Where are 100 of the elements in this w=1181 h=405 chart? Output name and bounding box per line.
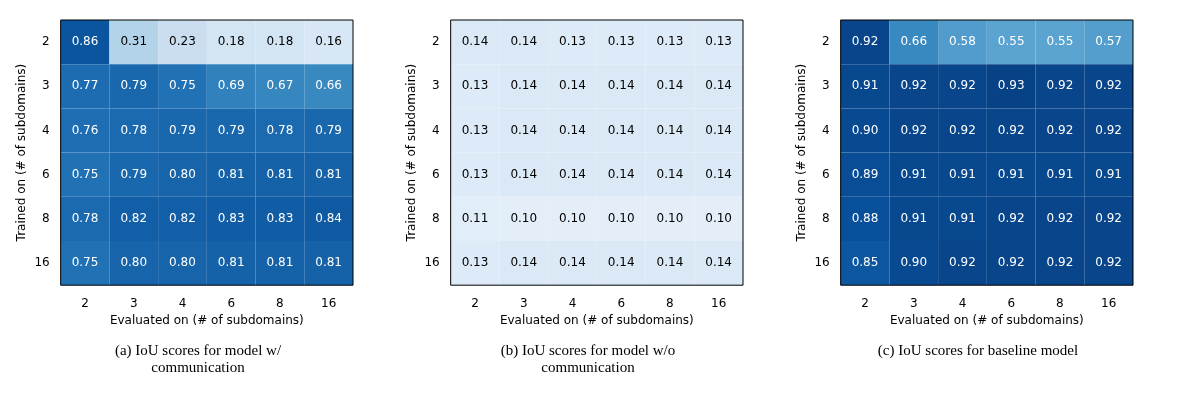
text: (a) IoU scores for model w/ communication bbox=[113, 342, 283, 376]
data-label: 0.14 bbox=[705, 255, 732, 270]
data-label: 0.92 bbox=[997, 122, 1025, 137]
data-label: 0.18 bbox=[266, 34, 294, 49]
y-axis-title: Trained on (# of subdomains) bbox=[404, 63, 419, 243]
data-label: 0.16 bbox=[315, 34, 342, 49]
data-label: 0.13 bbox=[607, 34, 635, 49]
data-label: 0.92 bbox=[949, 122, 976, 137]
data-label: 0.92 bbox=[900, 78, 928, 93]
data-label: 0.80 bbox=[169, 255, 196, 270]
x-tick-label: 4 bbox=[958, 295, 967, 310]
data-label: 0.11 bbox=[461, 211, 489, 226]
y-tick-label: 8 bbox=[42, 211, 50, 226]
data-label: 0.14 bbox=[510, 122, 538, 137]
x-tick-label: 3 bbox=[909, 295, 918, 310]
data-label: 0.55 bbox=[997, 34, 1025, 49]
y-tick-label: 4 bbox=[822, 122, 830, 137]
data-label: 0.14 bbox=[656, 166, 684, 181]
data-label: 0.14 bbox=[607, 166, 635, 181]
data-label: 0.75 bbox=[169, 78, 196, 93]
data-label: 0.10 bbox=[510, 211, 538, 226]
data-label: 0.14 bbox=[705, 122, 732, 137]
data-label: 0.14 bbox=[559, 78, 586, 93]
y-tick-label: 2 bbox=[822, 34, 830, 49]
data-label: 0.78 bbox=[120, 122, 148, 137]
y-tick-label: 16 bbox=[424, 255, 440, 270]
data-label: 0.10 bbox=[607, 211, 635, 226]
data-label: 0.81 bbox=[217, 166, 245, 181]
data-label: 0.92 bbox=[1095, 78, 1122, 93]
x-axis-title: Evaluated on (# of subdomains) bbox=[889, 312, 1084, 327]
data-label: 0.91 bbox=[997, 166, 1025, 181]
data-label: 0.81 bbox=[315, 166, 342, 181]
y-tick-label: 2 bbox=[432, 34, 440, 49]
data-label: 0.90 bbox=[851, 122, 879, 137]
y-tick-label: 4 bbox=[42, 122, 50, 137]
data-label: 0.14 bbox=[705, 78, 732, 93]
data-label: 0.13 bbox=[559, 34, 586, 49]
data-label: 0.82 bbox=[169, 211, 196, 226]
x-tick-label: 4 bbox=[568, 295, 577, 310]
data-label: 0.14 bbox=[559, 122, 586, 137]
data-label: 0.14 bbox=[559, 166, 586, 181]
data-label: 0.58 bbox=[949, 34, 976, 49]
y-tick-label: 3 bbox=[42, 78, 50, 93]
data-label: 0.76 bbox=[71, 122, 99, 137]
data-label: 0.92 bbox=[900, 122, 928, 137]
data-label: 0.14 bbox=[510, 78, 538, 93]
data-label: 0.83 bbox=[266, 211, 294, 226]
data-label: 0.14 bbox=[656, 255, 684, 270]
y-tick-label: 8 bbox=[432, 211, 440, 226]
data-label: 0.81 bbox=[266, 255, 294, 270]
data-label: 0.81 bbox=[266, 166, 294, 181]
y-tick-label: 3 bbox=[822, 78, 830, 93]
data-label: 0.75 bbox=[71, 255, 99, 270]
data-label: 0.55 bbox=[1046, 34, 1074, 49]
data-label: 0.91 bbox=[1046, 166, 1074, 181]
data-label: 0.90 bbox=[900, 255, 928, 270]
data-label: 0.92 bbox=[997, 211, 1025, 226]
data-label: 0.92 bbox=[997, 255, 1025, 270]
data-label: 0.13 bbox=[656, 34, 684, 49]
y-tick-label: 3 bbox=[432, 78, 440, 93]
data-label: 0.10 bbox=[705, 211, 732, 226]
data-label: 0.93 bbox=[997, 78, 1025, 93]
text: (c) IoU scores for baseline model bbox=[876, 342, 1080, 359]
data-label: 0.79 bbox=[169, 122, 196, 137]
x-axis-title: Evaluated on (# of subdomains) bbox=[499, 312, 694, 327]
data-label: 0.88 bbox=[851, 211, 879, 226]
data-label: 0.80 bbox=[169, 166, 196, 181]
text: (b) IoU scores for model w/o communication bbox=[499, 342, 677, 376]
data-label: 0.14 bbox=[607, 255, 635, 270]
data-label: 0.92 bbox=[949, 255, 976, 270]
x-tick-label: 6 bbox=[227, 295, 236, 310]
data-label: 0.14 bbox=[559, 255, 586, 270]
x-tick-label: 2 bbox=[861, 295, 869, 310]
data-label: 0.91 bbox=[949, 211, 976, 226]
data-label: 0.13 bbox=[461, 122, 489, 137]
data-label: 0.10 bbox=[559, 211, 586, 226]
data-label: 0.81 bbox=[217, 255, 245, 270]
y-tick-label: 6 bbox=[432, 166, 440, 181]
x-tick-label: 16 bbox=[1101, 295, 1117, 310]
data-label: 0.75 bbox=[71, 166, 99, 181]
data-label: 0.81 bbox=[315, 255, 342, 270]
x-tick-label: 8 bbox=[276, 295, 284, 310]
data-label: 0.84 bbox=[315, 211, 342, 226]
y-tick-label: 16 bbox=[814, 255, 830, 270]
x-tick-label: 16 bbox=[321, 295, 337, 310]
data-label: 0.13 bbox=[461, 78, 489, 93]
data-label: 0.92 bbox=[1046, 122, 1074, 137]
data-label: 0.10 bbox=[656, 211, 684, 226]
y-axis-title: Trained on (# of subdomains) bbox=[14, 63, 29, 243]
data-label: 0.14 bbox=[656, 122, 684, 137]
data-label: 0.79 bbox=[120, 166, 148, 181]
data-label: 0.78 bbox=[71, 211, 99, 226]
x-tick-label: 8 bbox=[666, 295, 674, 310]
data-label: 0.69 bbox=[217, 78, 245, 93]
data-label: 0.80 bbox=[120, 255, 148, 270]
data-label: 0.92 bbox=[1046, 211, 1074, 226]
data-label: 0.92 bbox=[851, 34, 879, 49]
data-label: 0.13 bbox=[461, 255, 489, 270]
data-label: 0.91 bbox=[1095, 166, 1122, 181]
data-label: 0.13 bbox=[461, 166, 489, 181]
